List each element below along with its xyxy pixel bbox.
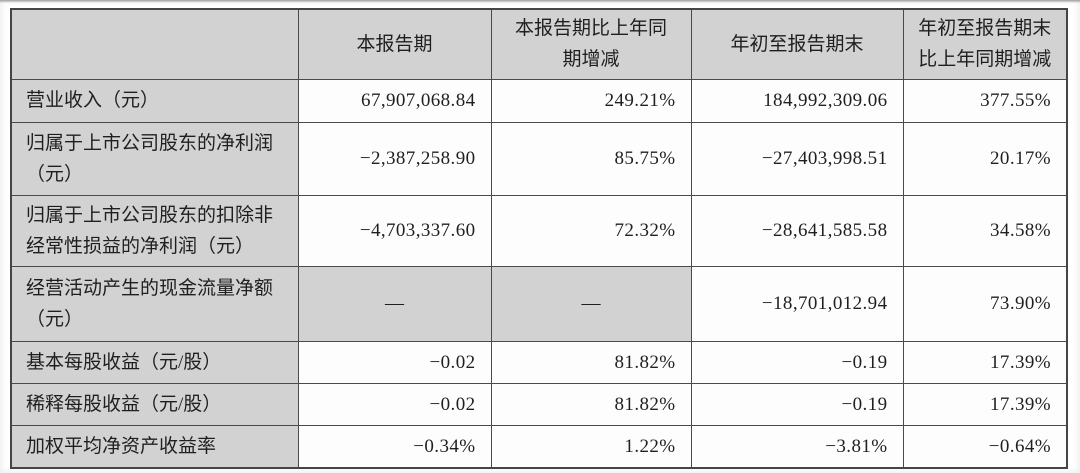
value-cell: −28,641,585.58	[690, 194, 904, 267]
value-cell: 34.58%	[902, 194, 1068, 267]
value-cell: 81.82%	[490, 382, 692, 426]
row-label: 加权平均净资产收益率	[10, 424, 299, 469]
value-cell: −0.02	[297, 382, 492, 426]
value-cell: 17.39%	[902, 382, 1068, 426]
value-cell: 72.32%	[490, 194, 692, 267]
value-cell: 249.21%	[490, 78, 692, 123]
col-header-current-period: 本报告期	[297, 8, 492, 80]
value-cell: 184,992,309.06	[690, 78, 904, 123]
value-cell: 20.17%	[902, 121, 1068, 196]
value-cell: 377.55%	[902, 78, 1068, 123]
value-cell: −0.19	[690, 340, 904, 384]
table-row-net-profit-excl-nonrecurring: 归属于上市公司股东的扣除非经常性损益的净利润（元） −4,703,337.60 …	[10, 194, 1068, 267]
value-cell: −27,403,998.51	[690, 121, 904, 196]
value-cell: −18,701,012.94	[690, 265, 904, 342]
value-cell: −0.19	[690, 382, 904, 426]
value-cell: 1.22%	[490, 424, 692, 469]
row-label: 营业收入（元）	[10, 78, 299, 123]
col-header-current-period-yoy-change: 本报告期比上年同期增减	[490, 8, 692, 80]
value-cell-na: —	[490, 265, 692, 342]
value-cell: −0.64%	[902, 424, 1068, 469]
table-row-diluted-eps: 稀释每股收益（元/股） −0.02 81.82% −0.19 17.39%	[10, 382, 1068, 426]
value-cell: 73.90%	[902, 265, 1068, 342]
table-row-net-profit-attributable: 归属于上市公司股东的净利润（元） −2,387,258.90 85.75% −2…	[10, 121, 1068, 196]
row-label: 基本每股收益（元/股）	[10, 340, 299, 384]
row-label: 稀释每股收益（元/股）	[10, 382, 299, 426]
value-cell: −3.81%	[690, 424, 904, 469]
row-label: 经营活动产生的现金流量净额（元）	[10, 265, 299, 342]
row-label: 归属于上市公司股东的净利润（元）	[10, 121, 299, 196]
table-row-weighted-avg-roe: 加权平均净资产收益率 −0.34% 1.22% −3.81% −0.64%	[10, 424, 1068, 469]
value-cell-na: —	[297, 265, 492, 342]
value-cell: −0.02	[297, 340, 492, 384]
value-cell: −0.34%	[297, 424, 492, 469]
table-row-operating-cash-flow: 经营活动产生的现金流量净额（元） — — −18,701,012.94 73.9…	[10, 265, 1068, 342]
value-cell: 85.75%	[490, 121, 692, 196]
value-cell: 67,907,068.84	[297, 78, 492, 123]
col-header-year-to-date-yoy-change: 年初至报告期末比上年同期增减	[902, 8, 1068, 80]
value-cell: −4,703,337.60	[297, 194, 492, 267]
value-cell: 81.82%	[490, 340, 692, 384]
header-row: 本报告期 本报告期比上年同期增减 年初至报告期末 年初至报告期末比上年同期增减	[10, 8, 1068, 80]
row-label: 归属于上市公司股东的扣除非经常性损益的净利润（元）	[10, 194, 299, 267]
corner-blank-cell	[10, 8, 299, 80]
financial-summary-table: 本报告期 本报告期比上年同期增减 年初至报告期末 年初至报告期末比上年同期增减 …	[10, 8, 1068, 469]
table-row-operating-revenue: 营业收入（元） 67,907,068.84 249.21% 184,992,30…	[10, 78, 1068, 123]
table-row-basic-eps: 基本每股收益（元/股） −0.02 81.82% −0.19 17.39%	[10, 340, 1068, 384]
value-cell: −2,387,258.90	[297, 121, 492, 196]
value-cell: 17.39%	[902, 340, 1068, 384]
col-header-year-to-date: 年初至报告期末	[690, 8, 904, 80]
